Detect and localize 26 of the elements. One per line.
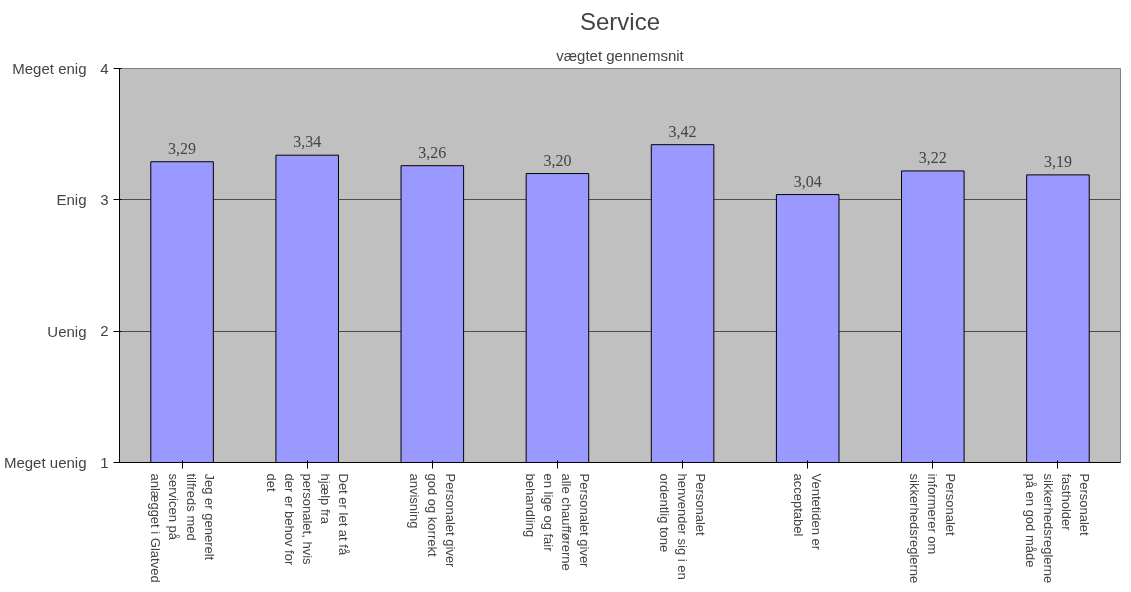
- x-tick-label: Personalet fastholder sikkerhedsreglerne på en god måde: [1023, 473, 1093, 584]
- y-tick-label: 2: [100, 322, 109, 340]
- y-tick-label: 4: [100, 59, 109, 77]
- data-label: 3,26: [418, 143, 447, 161]
- x-tick-label: Personalet giver alle chaufførerne en lige og fair behandling: [522, 473, 592, 571]
- y-tick-label: 1: [100, 453, 109, 471]
- data-label: 3,42: [668, 122, 697, 140]
- text: Meget enig: [12, 60, 87, 77]
- text: Uenig: [47, 322, 87, 340]
- x-tick-label: Personalet giver god og korrekt anvisning: [406, 473, 458, 569]
- x-tick-label: Personalet henvender sig i en ordentlig tone: [657, 473, 709, 580]
- text: Enig: [56, 191, 87, 209]
- chart-subtitle: vægtet gennemsnit: [556, 46, 685, 64]
- data-label: 3,04: [793, 172, 822, 190]
- x-tick-label: Jeg er generelt tilfreds med servicen på anlægget i Glatved: [147, 473, 217, 583]
- chart-title: Service: [579, 7, 661, 35]
- y-tick-label: 3: [100, 190, 109, 208]
- data-label: 3,19: [1043, 152, 1072, 170]
- data-label: 3,20: [543, 151, 572, 169]
- x-tick-label: Det er let at få hjælp fra personalet, hvis der er behov for det: [263, 473, 351, 566]
- data-label: 3,29: [168, 139, 197, 157]
- data-label: 3,22: [918, 148, 947, 166]
- x-tick-label: Ventetiden er acceptabel: [791, 473, 825, 551]
- text: Meget uenig: [3, 454, 87, 471]
- x-tick-label: Personalet informerer om sikkerhedsreglerne: [907, 473, 959, 584]
- data-label: 3,34: [293, 133, 322, 151]
